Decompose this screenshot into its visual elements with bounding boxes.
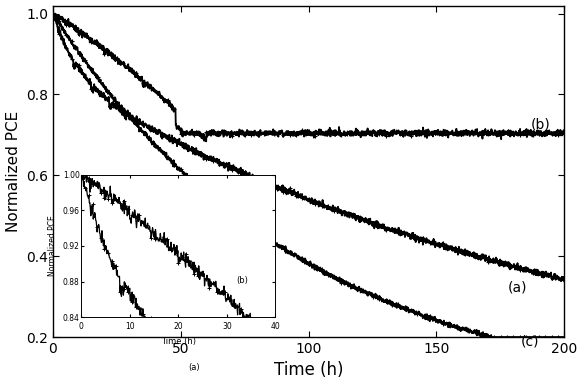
Y-axis label: Normalized PCE: Normalized PCE <box>6 110 20 232</box>
Text: (c): (c) <box>521 334 539 348</box>
Text: (b): (b) <box>531 117 551 131</box>
X-axis label: Time (h): Time (h) <box>274 362 343 380</box>
Text: (a): (a) <box>508 281 528 295</box>
